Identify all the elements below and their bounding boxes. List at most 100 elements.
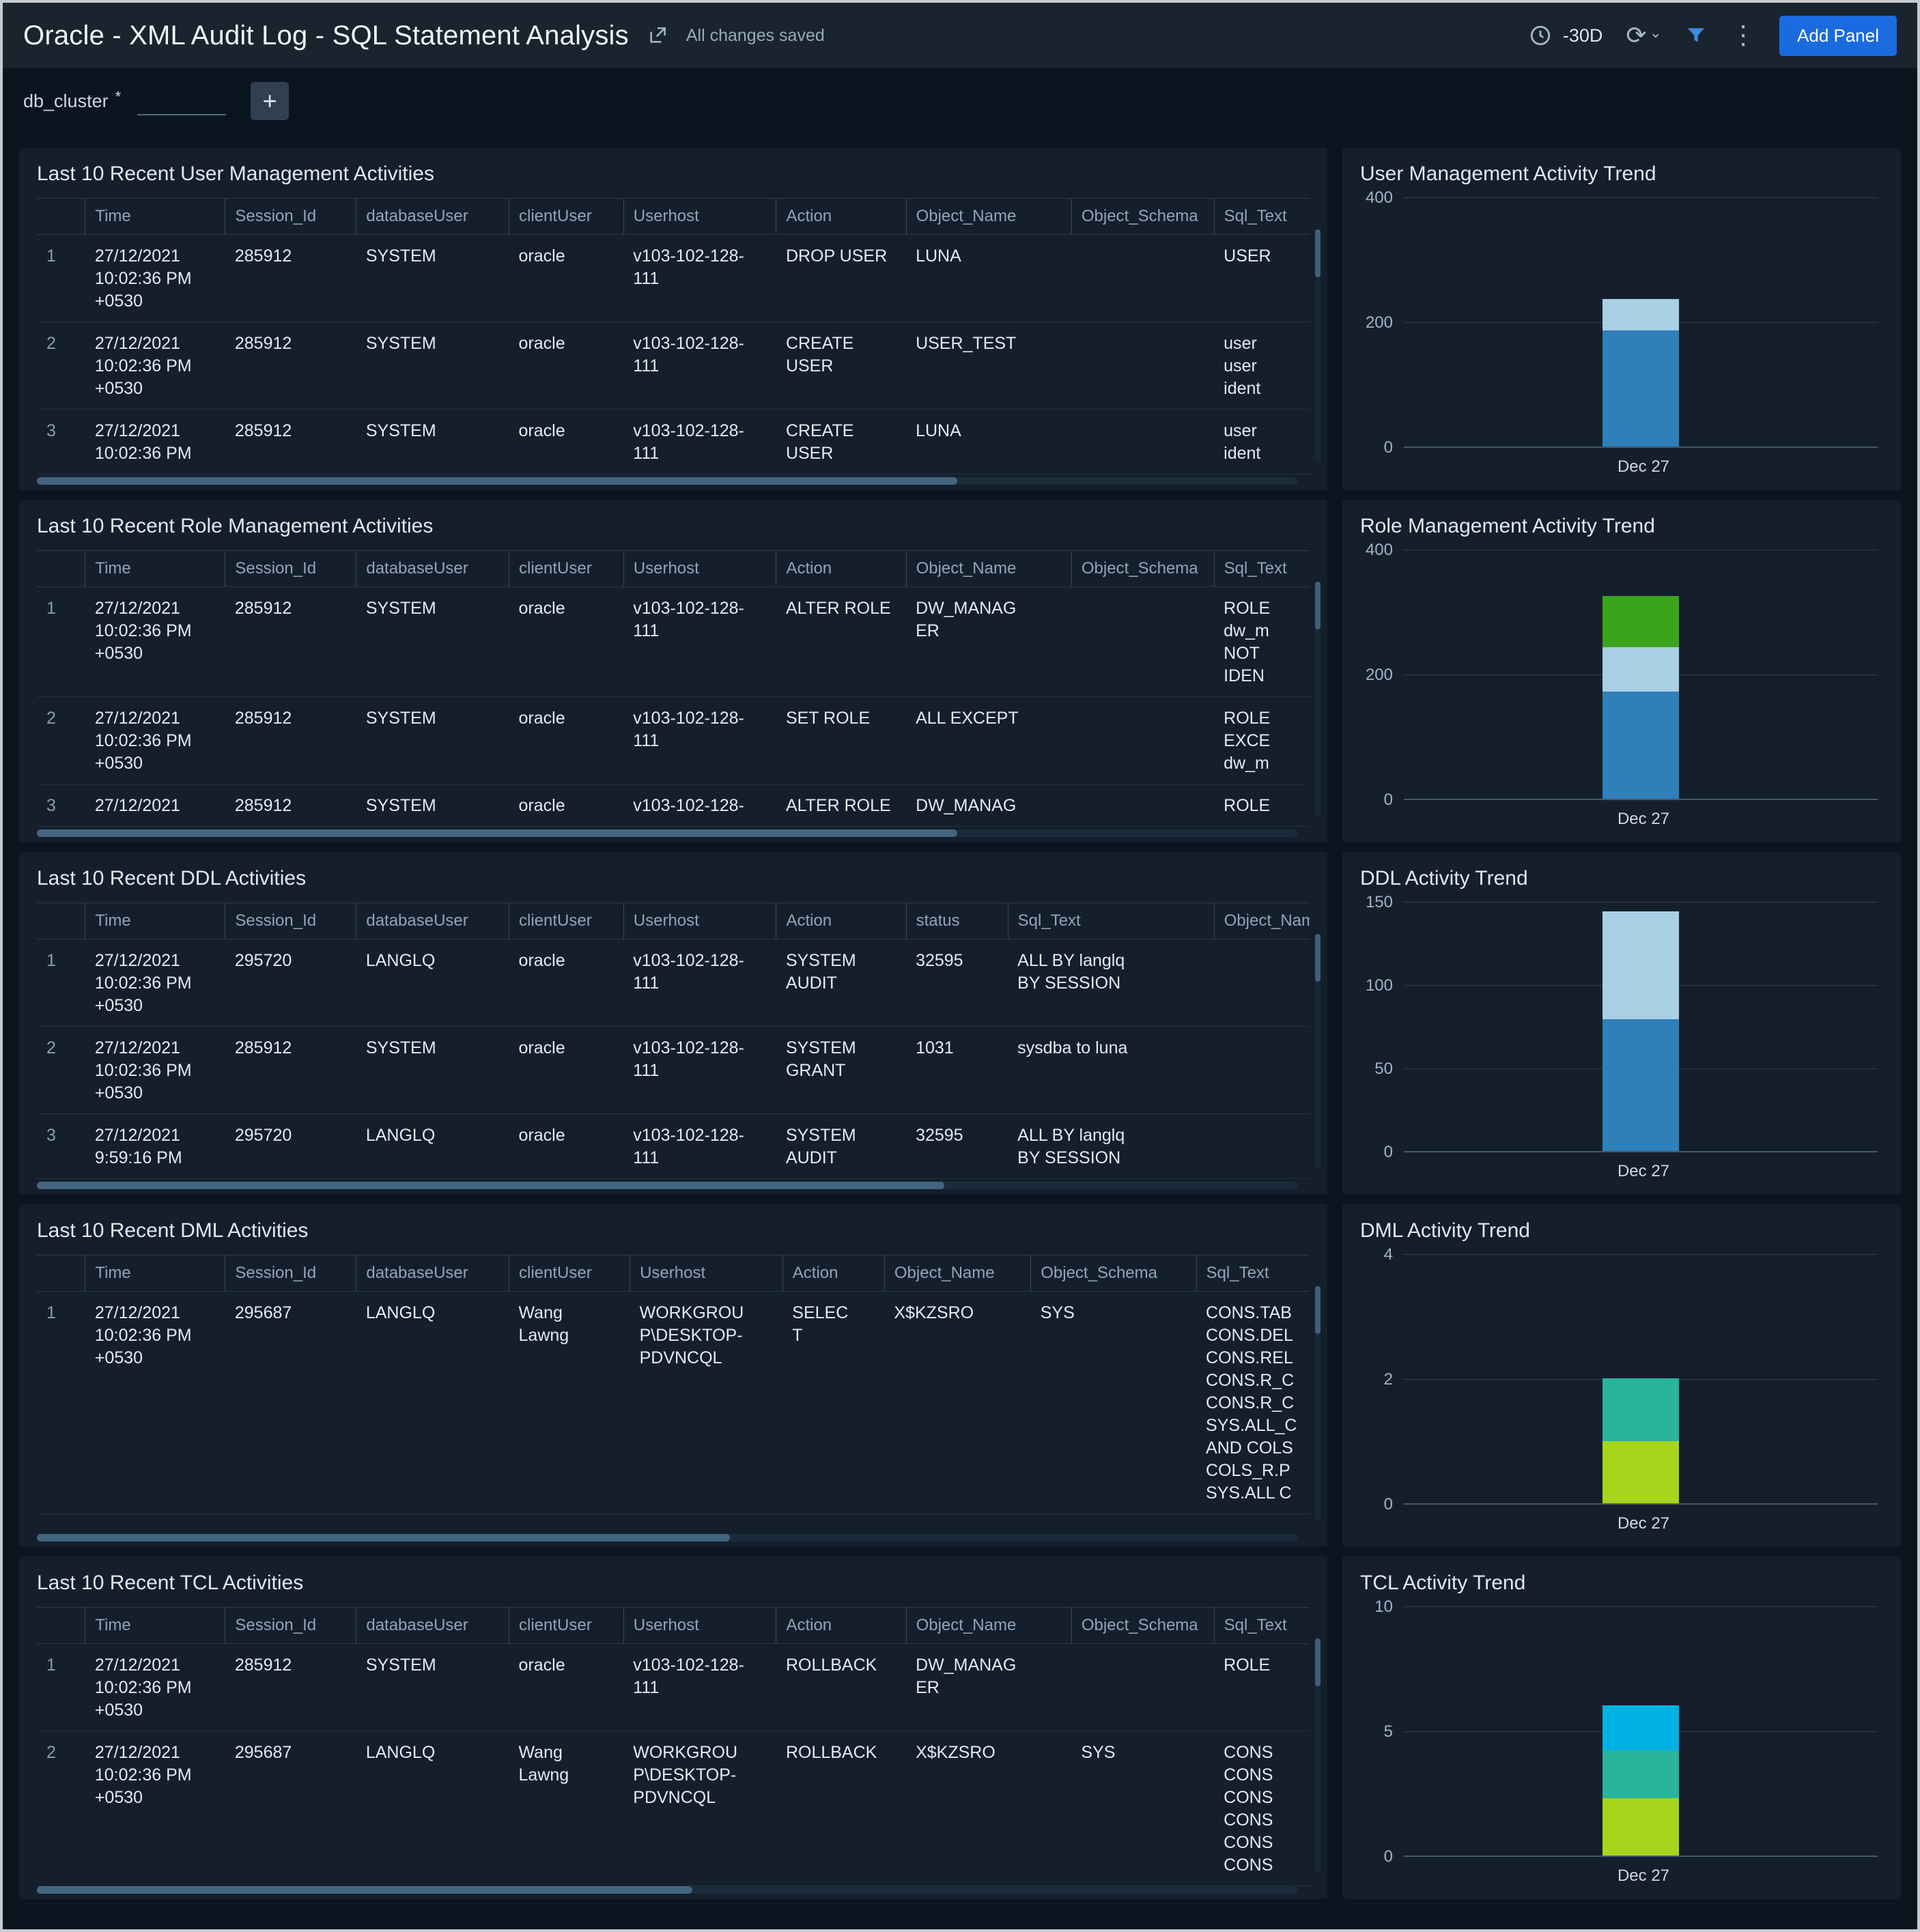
horizontal-scrollbar[interactable] bbox=[37, 1534, 1297, 1542]
table-cell: Wang Lawng bbox=[509, 1291, 630, 1514]
time-range-value[interactable]: -30D bbox=[1562, 25, 1603, 46]
column-header-databaseuser[interactable]: databaseUser bbox=[356, 903, 509, 939]
horizontal-scrollbar[interactable] bbox=[37, 1886, 1297, 1894]
stacked-bar[interactable] bbox=[1603, 549, 1679, 799]
column-header-object-schema[interactable]: Object_Schema bbox=[1071, 198, 1215, 235]
bar-segment[interactable] bbox=[1603, 330, 1679, 446]
horizontal-scrollbar-thumb[interactable] bbox=[37, 1886, 692, 1894]
column-header-databaseuser[interactable]: databaseUser bbox=[356, 198, 509, 235]
vertical-scrollbar-thumb[interactable] bbox=[1315, 229, 1321, 277]
column-header-time[interactable]: Time bbox=[85, 198, 225, 235]
column-header-action[interactable]: Action bbox=[776, 550, 907, 587]
stacked-bar[interactable] bbox=[1603, 1606, 1679, 1856]
horizontal-scrollbar[interactable] bbox=[37, 829, 1297, 837]
column-header-object-name[interactable]: Object_Name bbox=[905, 550, 1072, 587]
kebab-menu-icon[interactable]: ⋮ bbox=[1730, 21, 1757, 50]
bar-segment[interactable] bbox=[1603, 1750, 1679, 1798]
header-actions: -30D ⟳ ⌄ ⋮ Add Panel bbox=[1529, 15, 1897, 56]
column-header-clientuser[interactable]: clientUser bbox=[509, 1607, 624, 1644]
vertical-scrollbar[interactable] bbox=[1315, 582, 1321, 815]
horizontal-scrollbar-thumb[interactable] bbox=[37, 477, 957, 485]
column-header-object-schema[interactable]: Object_Schema bbox=[1071, 1607, 1215, 1644]
column-header-databaseuser[interactable]: databaseUser bbox=[356, 1607, 509, 1644]
vertical-scrollbar[interactable] bbox=[1315, 934, 1321, 1167]
bar-segment[interactable] bbox=[1603, 1705, 1679, 1751]
column-header-object-name[interactable]: Object_Name bbox=[905, 1607, 1072, 1644]
table-cell: oracle bbox=[509, 1026, 624, 1114]
column-header-userhost[interactable]: Userhost bbox=[623, 903, 776, 939]
horizontal-scrollbar-thumb[interactable] bbox=[37, 1182, 945, 1189]
bar-segment[interactable] bbox=[1603, 1019, 1679, 1151]
column-header-object-name[interactable]: Object_Name bbox=[884, 1255, 1031, 1292]
vertical-scrollbar[interactable] bbox=[1315, 1286, 1321, 1520]
vertical-scrollbar-thumb[interactable] bbox=[1315, 582, 1321, 629]
table-cell: sysdba to luna bbox=[1008, 1026, 1215, 1114]
column-header-clientuser[interactable]: clientUser bbox=[509, 550, 624, 587]
column-header-action[interactable]: Action bbox=[776, 1607, 907, 1644]
column-header-object-schema[interactable]: Object_Schema bbox=[1071, 550, 1215, 587]
column-header-userhost[interactable]: Userhost bbox=[623, 1607, 776, 1644]
column-header-action[interactable]: Action bbox=[782, 1255, 885, 1292]
vertical-scrollbar-thumb[interactable] bbox=[1315, 1286, 1321, 1334]
column-header-sql-text[interactable]: Sql_Text bbox=[1213, 1607, 1310, 1644]
bar-segment[interactable] bbox=[1603, 595, 1679, 647]
column-header-clientuser[interactable]: clientUser bbox=[509, 903, 624, 939]
bar-segment[interactable] bbox=[1603, 299, 1679, 330]
table-row: 2 27/12/2021 10:02:36 PM +0530 285912 SYSTE… bbox=[37, 696, 1310, 784]
vertical-scrollbar-thumb[interactable] bbox=[1315, 934, 1321, 982]
column-header-sql-text[interactable]: Sql_Text bbox=[1007, 903, 1215, 939]
column-header-object-name[interactable]: Object_Name bbox=[1213, 903, 1310, 939]
share-icon[interactable] bbox=[647, 25, 668, 46]
column-header-status[interactable]: status bbox=[905, 903, 1008, 939]
vertical-scrollbar-thumb[interactable] bbox=[1315, 1638, 1321, 1686]
time-range-clock-icon[interactable] bbox=[1529, 24, 1552, 47]
bar-segment[interactable] bbox=[1603, 647, 1679, 692]
column-header-session-id[interactable]: Session_Id bbox=[225, 1255, 356, 1292]
column-header-time[interactable]: Time bbox=[85, 550, 225, 587]
column-header-action[interactable]: Action bbox=[776, 198, 907, 235]
bar-segment[interactable] bbox=[1603, 1378, 1679, 1441]
column-header-userhost[interactable]: Userhost bbox=[623, 550, 776, 587]
column-header-clientuser[interactable]: clientUser bbox=[509, 198, 624, 235]
horizontal-scrollbar-thumb[interactable] bbox=[37, 1534, 731, 1542]
table-row: 3 27/12/2021 9:59:16 PM 295720 LANGLQ oracle… bbox=[37, 1113, 1310, 1179]
column-header-databaseuser[interactable]: databaseUser bbox=[356, 1255, 509, 1292]
column-header-time[interactable]: Time bbox=[85, 1255, 225, 1292]
add-filter-button[interactable]: + bbox=[251, 82, 290, 120]
bar-segment[interactable] bbox=[1603, 911, 1679, 1020]
db-cluster-input[interactable] bbox=[137, 87, 227, 115]
column-header-action[interactable]: Action bbox=[776, 903, 907, 939]
table-cell: Wang Lawng bbox=[509, 1731, 624, 1886]
stacked-bar[interactable] bbox=[1603, 901, 1679, 1151]
column-header-session-id[interactable]: Session_Id bbox=[225, 903, 356, 939]
bar-segment[interactable] bbox=[1603, 691, 1679, 799]
vertical-scrollbar[interactable] bbox=[1315, 229, 1321, 463]
add-panel-button[interactable]: Add Panel bbox=[1779, 15, 1897, 56]
column-header-time[interactable]: Time bbox=[85, 903, 225, 939]
vertical-scrollbar[interactable] bbox=[1315, 1638, 1321, 1872]
column-header-session-id[interactable]: Session_Id bbox=[225, 198, 356, 235]
horizontal-scrollbar-thumb[interactable] bbox=[37, 829, 957, 837]
x-axis: Dec 27 bbox=[1360, 1514, 1883, 1533]
column-header-object-schema[interactable]: Object_Schema bbox=[1030, 1255, 1197, 1292]
column-header-userhost[interactable]: Userhost bbox=[630, 1255, 783, 1292]
bar-segment[interactable] bbox=[1603, 1798, 1679, 1856]
column-header-session-id[interactable]: Session_Id bbox=[225, 550, 356, 587]
column-header-sql-text[interactable]: Sql_Text bbox=[1213, 198, 1310, 235]
column-header-databaseuser[interactable]: databaseUser bbox=[356, 550, 509, 587]
column-header-session-id[interactable]: Session_Id bbox=[225, 1607, 356, 1644]
bar-segment[interactable] bbox=[1603, 1440, 1679, 1503]
horizontal-scrollbar[interactable] bbox=[37, 477, 1297, 485]
column-header-object-name[interactable]: Object_Name bbox=[905, 198, 1072, 235]
stacked-bar[interactable] bbox=[1603, 1253, 1679, 1503]
horizontal-scrollbar[interactable] bbox=[37, 1182, 1297, 1189]
refresh-icon[interactable]: ⟳ ⌄ bbox=[1626, 21, 1663, 49]
column-header-sql-text[interactable]: Sql_Text bbox=[1196, 1255, 1310, 1292]
column-header-time[interactable]: Time bbox=[85, 1607, 225, 1644]
column-header-clientuser[interactable]: clientUser bbox=[509, 1255, 630, 1292]
stacked-bar[interactable] bbox=[1603, 197, 1679, 446]
filter-icon[interactable] bbox=[1685, 25, 1707, 46]
column-header-sql-text[interactable]: Sql_Text bbox=[1213, 550, 1310, 587]
table-cell: 295687 bbox=[225, 1291, 356, 1514]
column-header-userhost[interactable]: Userhost bbox=[623, 198, 776, 235]
